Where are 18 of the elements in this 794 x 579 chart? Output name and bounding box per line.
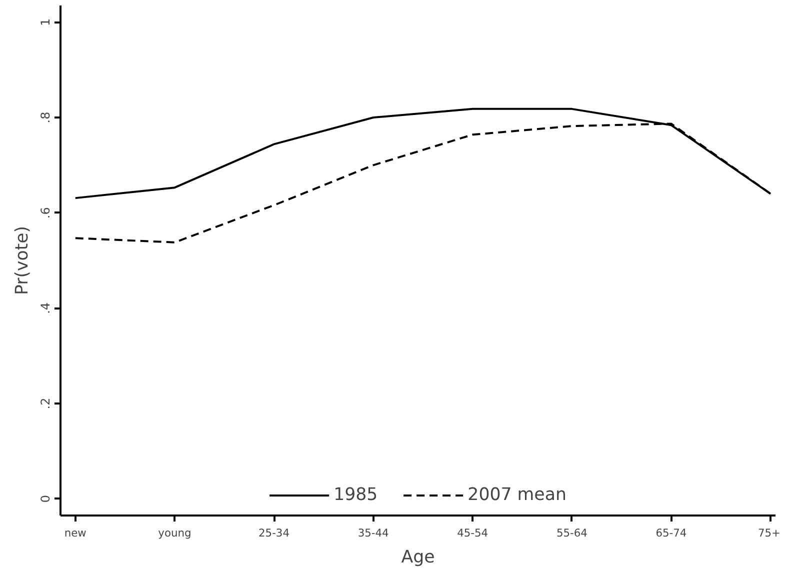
y-axis-title: Pr(vote)	[12, 226, 32, 296]
x-tick-label: 35-44	[358, 526, 390, 540]
y-tick-label: .8	[38, 112, 52, 124]
legend-label: 1985	[334, 485, 378, 505]
x-tick-label: new	[64, 526, 87, 540]
x-tick-label: young	[158, 526, 192, 540]
x-tick-label: 45-54	[457, 526, 488, 540]
x-tick-label: 25-34	[258, 526, 290, 540]
y-tick-label: 1	[38, 18, 52, 26]
y-tick-label: .6	[38, 207, 52, 219]
y-tick-label: .4	[38, 302, 52, 314]
y-tick-label: 0	[38, 494, 52, 503]
x-tick-label: 55-64	[556, 526, 588, 540]
legend-label: 2007 mean	[468, 485, 566, 505]
x-axis-title: Age	[401, 548, 435, 568]
x-tick-label: 65-74	[656, 526, 687, 540]
y-tick-label: .2	[38, 398, 52, 410]
x-tick-label: 75+	[758, 526, 781, 540]
